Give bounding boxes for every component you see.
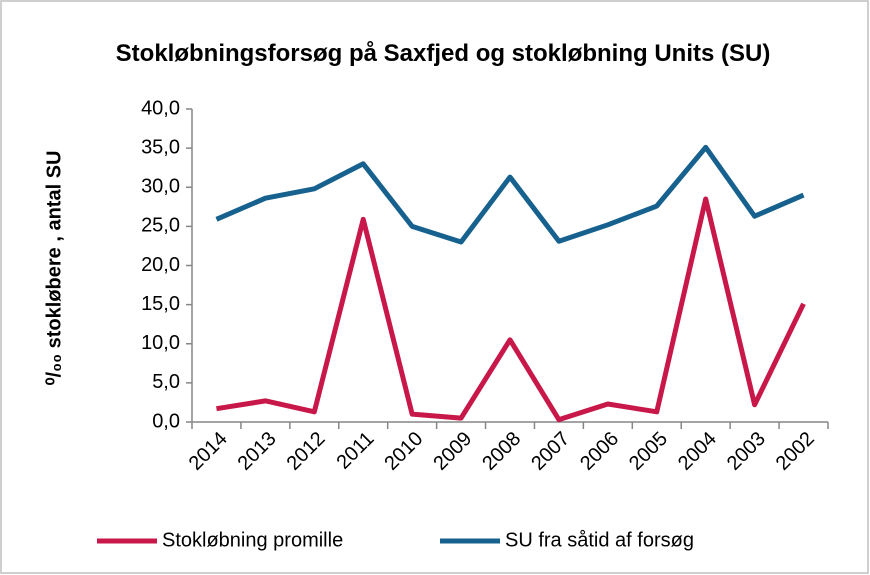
y-tick-label: 30,0 xyxy=(141,176,180,198)
y-tick-label: 15,0 xyxy=(141,293,180,315)
y-axis-label: ⁰/₀₀ stokløbere , antal SU xyxy=(43,151,65,386)
legend-label: SU fra såtid af forsøg xyxy=(505,529,694,551)
chart-title: Stokløbningsforsøg på Saxfjed og stokløb… xyxy=(115,40,771,67)
series-line xyxy=(215,144,805,245)
y-tick-label: 20,0 xyxy=(141,254,180,276)
legend-label: Stokløbning promille xyxy=(162,529,343,551)
y-tick-label: 40,0 xyxy=(141,97,180,119)
series-line xyxy=(216,196,806,423)
y-tick-label: 5,0 xyxy=(152,371,180,393)
y-tick-label: 10,0 xyxy=(141,332,180,354)
y-tick-label: 0,0 xyxy=(152,410,180,432)
y-tick-label: 25,0 xyxy=(141,215,180,237)
y-tick-label: 35,0 xyxy=(141,136,180,158)
